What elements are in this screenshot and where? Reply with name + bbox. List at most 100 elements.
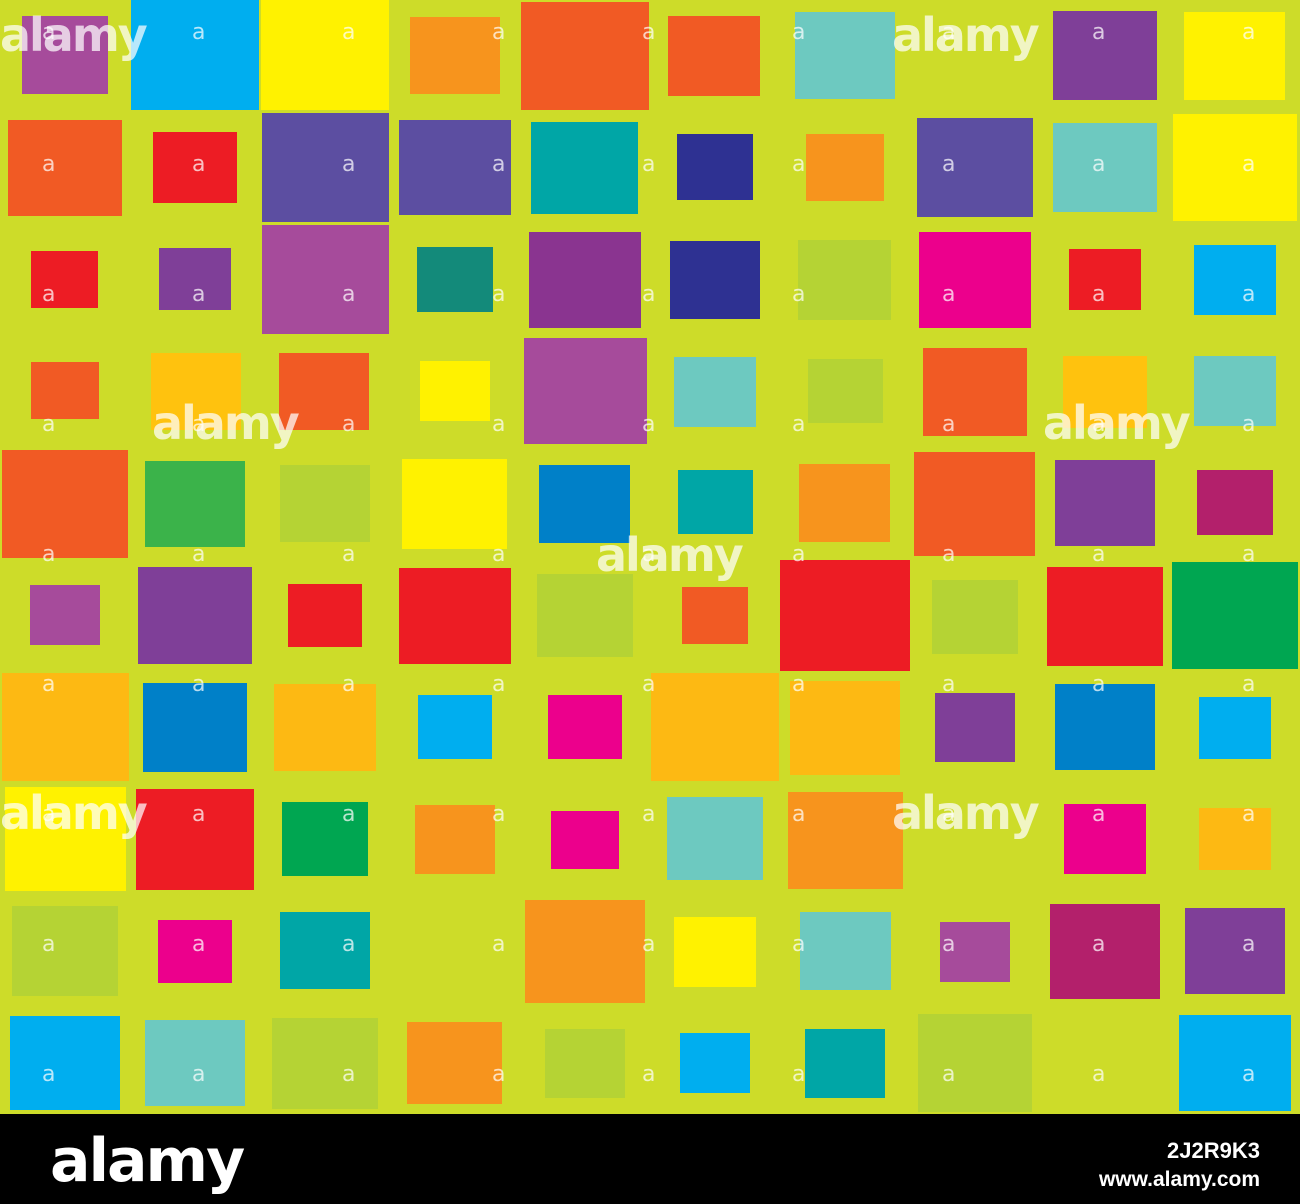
- color-square: [5, 787, 126, 891]
- color-square: [1055, 460, 1155, 546]
- color-square: [280, 912, 370, 989]
- watermark-letter: a: [642, 282, 656, 307]
- color-square: [670, 241, 760, 319]
- watermark-letter: a: [342, 542, 356, 567]
- color-square: [1055, 684, 1155, 770]
- color-square: [795, 12, 895, 99]
- color-square: [279, 353, 369, 430]
- color-square: [136, 789, 254, 890]
- color-square: [8, 120, 122, 216]
- color-square: [1199, 808, 1271, 870]
- color-square: [1197, 470, 1273, 535]
- color-square: [158, 920, 232, 983]
- color-square: [1063, 356, 1147, 428]
- color-square: [1179, 1015, 1291, 1111]
- color-square: [10, 1016, 120, 1110]
- watermark-letter: a: [792, 152, 806, 177]
- color-square: [282, 802, 368, 876]
- site-url: www.alamy.com: [1098, 1168, 1260, 1191]
- color-square: [159, 248, 231, 310]
- color-square: [548, 695, 622, 759]
- color-square: [288, 584, 362, 647]
- watermark-letter: a: [492, 282, 506, 307]
- color-square: [682, 587, 748, 644]
- color-square: [274, 684, 376, 771]
- watermark-letter: a: [1092, 1062, 1106, 1087]
- color-square: [1047, 567, 1163, 666]
- color-square: [138, 567, 252, 664]
- color-square: [524, 338, 647, 444]
- color-square: [1185, 908, 1285, 994]
- color-square: [529, 232, 641, 328]
- color-square: [680, 1033, 750, 1093]
- watermark-text: alamy: [892, 8, 1040, 62]
- brand-logo: alamy: [50, 1126, 245, 1196]
- watermark-letter: a: [642, 542, 656, 567]
- watermark-letter: a: [1242, 672, 1256, 697]
- color-square: [1194, 245, 1276, 315]
- color-square: [545, 1029, 625, 1098]
- color-square: [1199, 697, 1271, 759]
- color-square: [551, 811, 619, 869]
- color-square: [145, 461, 245, 547]
- color-square: [410, 17, 500, 94]
- color-square: [525, 900, 645, 1003]
- color-square: [678, 470, 753, 534]
- watermark-letter: a: [642, 802, 656, 827]
- color-square: [22, 16, 108, 94]
- watermark-letter: a: [942, 20, 956, 45]
- color-square: [667, 797, 763, 880]
- color-square: [521, 2, 649, 110]
- image-code: 2J2R9K3: [1167, 1138, 1260, 1163]
- color-square: [677, 134, 753, 200]
- color-square: [1064, 804, 1146, 874]
- watermark-letter: a: [492, 932, 506, 957]
- watermark-letter: a: [792, 1062, 806, 1087]
- color-square: [31, 251, 98, 308]
- watermark-text: alamy: [892, 786, 1040, 840]
- color-square: [280, 465, 370, 542]
- color-square: [145, 1020, 245, 1106]
- color-square: [31, 362, 99, 419]
- color-square: [808, 359, 883, 423]
- color-square: [1184, 12, 1285, 100]
- color-square: [917, 118, 1033, 217]
- color-square: [407, 1022, 502, 1104]
- color-square: [651, 673, 779, 781]
- colored-squares-pattern: alamy alamy alamy alamy alamy alamy alamy a a a a a…: [0, 0, 1300, 1114]
- color-square: [415, 805, 495, 874]
- color-square: [805, 1029, 885, 1098]
- watermark-letter: a: [792, 412, 806, 437]
- color-square: [799, 464, 890, 542]
- color-square: [153, 132, 237, 203]
- color-square: [399, 568, 511, 664]
- watermark-letter: a: [942, 802, 956, 827]
- color-square: [780, 560, 910, 671]
- color-square: [539, 465, 630, 543]
- color-square: [1069, 249, 1141, 310]
- color-square: [151, 353, 241, 430]
- color-square: [402, 459, 507, 549]
- color-square: [800, 912, 891, 990]
- color-square: [272, 1018, 378, 1109]
- color-square: [1050, 904, 1160, 999]
- color-square: [420, 361, 490, 421]
- color-square: [2, 673, 129, 781]
- color-square: [12, 906, 118, 996]
- color-square: [30, 585, 100, 645]
- color-square: [1194, 356, 1276, 426]
- color-square: [674, 917, 756, 987]
- color-square: [674, 357, 756, 427]
- color-square: [790, 681, 900, 775]
- color-square: [1172, 562, 1298, 669]
- color-square: [923, 348, 1027, 436]
- color-square: [531, 122, 638, 214]
- color-square: [262, 113, 389, 222]
- color-square: [935, 693, 1015, 762]
- color-square: [932, 580, 1018, 654]
- color-square: [918, 1014, 1032, 1112]
- color-square: [131, 0, 259, 110]
- color-square: [788, 792, 903, 889]
- color-square: [417, 247, 493, 312]
